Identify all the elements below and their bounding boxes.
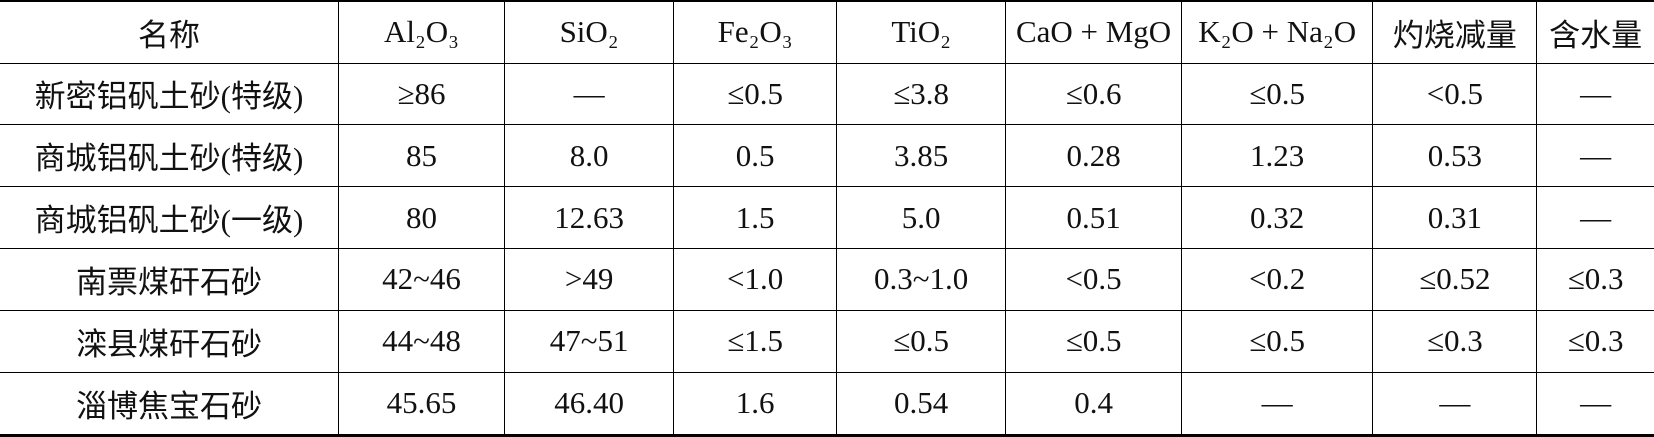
table-row: 滦县煤矸石砂 44~48 47~51 ≤1.5 ≤0.5 ≤0.5 ≤0.5 ≤…	[0, 309, 1654, 373]
cell-moisture: ≤0.3	[1536, 309, 1654, 373]
cell-moisture: —	[1536, 371, 1654, 437]
row-name: 南票煤矸石砂	[0, 248, 339, 311]
cell-fe2o3: 1.6	[673, 371, 838, 437]
header-tio2: TiO₂	[836, 1, 1007, 64]
cell-moisture: ≤0.3	[1536, 248, 1654, 311]
cell-sio2: 8.0	[503, 124, 675, 188]
cell-fe2o3: 0.5	[673, 124, 838, 188]
cell-al2o3: 80	[337, 186, 505, 250]
cell-loss-on-ignition: ≤0.3	[1372, 309, 1538, 373]
header-moisture: 含水量	[1536, 1, 1654, 64]
cell-al2o3: 85	[337, 124, 505, 188]
header-fe2o3: Fe₂O₃	[673, 1, 838, 64]
cell-fe2o3: 1.5	[673, 186, 838, 250]
cell-moisture: —	[1536, 63, 1654, 126]
cell-sio2: 12.63	[503, 186, 675, 250]
cell-cao-mgo: ≤0.6	[1005, 63, 1182, 126]
cell-cao-mgo: 0.28	[1005, 124, 1182, 188]
cell-loss-on-ignition: 0.53	[1372, 124, 1538, 188]
table-row: 商城铝矾土砂(一级) 80 12.63 1.5 5.0 0.51 0.32 0.…	[0, 186, 1654, 250]
cell-fe2o3: ≤1.5	[673, 309, 838, 373]
cell-fe2o3: <1.0	[673, 248, 838, 311]
header-k2o-na2o: K₂O + Na₂O	[1180, 1, 1374, 64]
cell-cao-mgo: <0.5	[1005, 248, 1182, 311]
cell-loss-on-ignition: —	[1372, 371, 1538, 437]
cell-tio2: ≤0.5	[836, 309, 1007, 373]
cell-k2o-na2o: ≤0.5	[1180, 63, 1374, 126]
cell-al2o3: 45.65	[337, 371, 505, 437]
cell-moisture: —	[1536, 124, 1654, 188]
cell-fe2o3: ≤0.5	[673, 63, 838, 126]
header-sio2: SiO₂	[503, 1, 675, 64]
row-name: 商城铝矾土砂(特级)	[0, 124, 339, 188]
cell-tio2: 0.54	[836, 371, 1007, 437]
row-name: 商城铝矾土砂(一级)	[0, 186, 339, 250]
cell-al2o3: ≥86	[337, 63, 505, 126]
table-row: 商城铝矾土砂(特级) 85 8.0 0.5 3.85 0.28 1.23 0.5…	[0, 124, 1654, 188]
cell-k2o-na2o: ≤0.5	[1180, 309, 1374, 373]
cell-k2o-na2o: 0.32	[1180, 186, 1374, 250]
cell-loss-on-ignition: <0.5	[1372, 63, 1538, 126]
header-al2o3: Al₂O₃	[337, 1, 505, 64]
table-row: 淄博焦宝石砂 45.65 46.40 1.6 0.54 0.4 — — —	[0, 371, 1654, 437]
cell-moisture: —	[1536, 186, 1654, 250]
cell-cao-mgo: 0.51	[1005, 186, 1182, 250]
cell-sio2: 46.40	[503, 371, 675, 437]
table-row: 南票煤矸石砂 42~46 >49 <1.0 0.3~1.0 <0.5 <0.2 …	[0, 248, 1654, 311]
cell-tio2: 5.0	[836, 186, 1007, 250]
table-row: 新密铝矾土砂(特级) ≥86 — ≤0.5 ≤3.8 ≤0.6 ≤0.5 <0.…	[0, 63, 1654, 126]
header-name: 名称	[0, 1, 339, 64]
header-cao-mgo: CaO + MgO	[1005, 1, 1182, 64]
cell-k2o-na2o: —	[1180, 371, 1374, 437]
row-name: 滦县煤矸石砂	[0, 309, 339, 373]
cell-tio2: 0.3~1.0	[836, 248, 1007, 311]
cell-al2o3: 44~48	[337, 309, 505, 373]
header-loss-on-ignition: 灼烧减量	[1372, 1, 1538, 64]
cell-k2o-na2o: <0.2	[1180, 248, 1374, 311]
row-name: 新密铝矾土砂(特级)	[0, 63, 339, 126]
cell-sio2: >49	[503, 248, 675, 311]
cell-loss-on-ignition: ≤0.52	[1372, 248, 1538, 311]
cell-loss-on-ignition: 0.31	[1372, 186, 1538, 250]
cell-k2o-na2o: 1.23	[1180, 124, 1374, 188]
cell-sio2: —	[503, 63, 675, 126]
cell-sio2: 47~51	[503, 309, 675, 373]
cell-cao-mgo: 0.4	[1005, 371, 1182, 437]
cell-tio2: 3.85	[836, 124, 1007, 188]
cell-al2o3: 42~46	[337, 248, 505, 311]
cell-cao-mgo: ≤0.5	[1005, 309, 1182, 373]
row-name: 淄博焦宝石砂	[0, 371, 339, 437]
header-row: 名称 Al₂O₃ SiO₂ Fe₂O₃ TiO₂ CaO + MgO K₂O +…	[0, 1, 1654, 64]
cell-tio2: ≤3.8	[836, 63, 1007, 126]
